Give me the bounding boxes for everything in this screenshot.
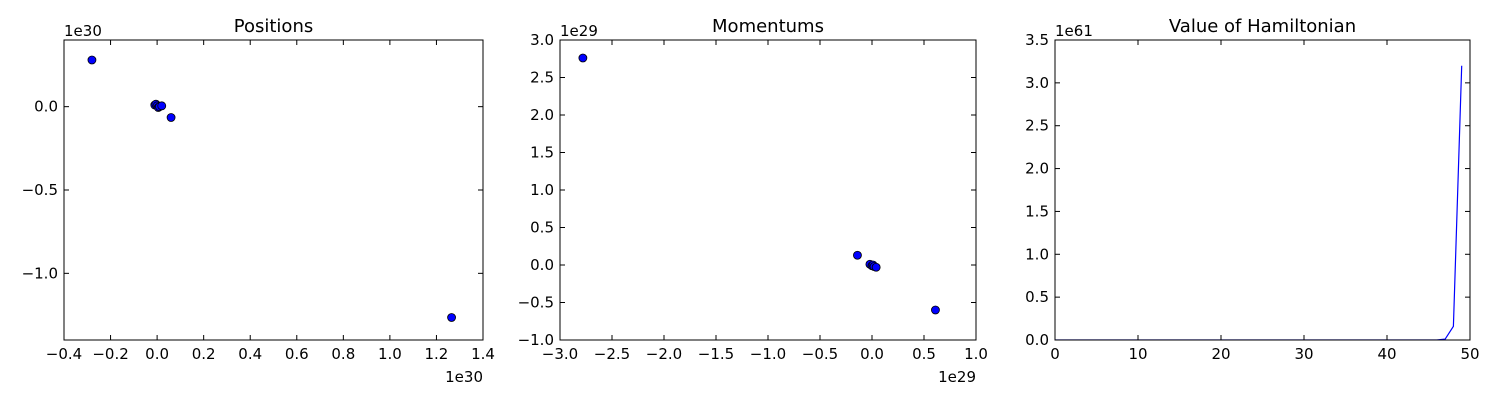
data-point-2 (853, 250, 862, 260)
y-tick-label: 1.0 (1025, 245, 1049, 263)
axes-frame (559, 39, 977, 341)
x-tick-label: 30 (1294, 345, 1313, 363)
y-tick-label: 3.0 (1025, 74, 1049, 92)
x-tick-label: 1.0 (378, 345, 402, 363)
y-tick-label: −1.0 (518, 331, 554, 349)
x-tick-label: 0 (1050, 345, 1060, 363)
chart-title: Momentums (712, 16, 824, 37)
x-tick-label: −0.2 (92, 345, 128, 363)
data-point-8 (931, 305, 940, 315)
series-line (1055, 65, 1463, 340)
x-axis-multiplier: 1e30 (445, 368, 483, 386)
x-tick-label: −1.5 (698, 345, 734, 363)
y-tick-label: 3.0 (530, 31, 554, 49)
y-tick-label: −0.5 (518, 294, 554, 312)
y-tick-label: 2.0 (1025, 160, 1049, 178)
y-tick-label: 0.5 (1025, 288, 1049, 306)
x-tick-label: −0.5 (802, 345, 838, 363)
y-tick-label: 0.0 (34, 98, 58, 116)
x-tick-label: 0.6 (285, 345, 309, 363)
y-axis-multiplier: 1e61 (1055, 22, 1093, 40)
x-tick-label: 1.0 (964, 345, 988, 363)
chart-3: 0 10 20 30 40 50 0.0 0.5 1.0 1.5 2.0 2.5 3.0 3.5 Value… (1025, 16, 1479, 363)
y-tick-label: 3.5 (1025, 31, 1049, 49)
data-point-8 (166, 113, 176, 122)
y-axis-multiplier: 1e30 (64, 22, 102, 40)
plot-area (578, 53, 940, 315)
data-point-1 (578, 53, 588, 63)
x-tick-label: −2.0 (646, 345, 682, 363)
axes-frame (1054, 39, 1471, 341)
y-tick-label: −1.0 (22, 264, 58, 282)
x-tick-label: 1.4 (471, 345, 495, 363)
y-tick-label: 0.0 (1025, 331, 1049, 349)
x-tick-label: −2.5 (594, 345, 630, 363)
y-tick-label: 2.5 (1025, 117, 1049, 135)
y-tick-label: 1.5 (530, 144, 554, 162)
x-tick-label: 10 (1128, 345, 1147, 363)
x-tick-label: −1.0 (750, 345, 786, 363)
data-point-7 (157, 101, 167, 111)
chart-2: −3.0 −2.5 −2.0 −1.5 −1.0 −0.5 0.0 0.5 1.0 −1.0 −0.… (518, 16, 988, 386)
x-tick-label: 0.5 (912, 345, 936, 363)
chart-1: −0.4 −0.2 0.0 0.2 0.4 0.6 0.8 1.0 1.2 1.4 −1.0 −0.5… (22, 16, 495, 386)
x-tick-label: −3.0 (542, 345, 578, 363)
y-tick-label: 2.0 (530, 106, 554, 124)
y-axis-multiplier: 1e29 (560, 22, 598, 40)
x-tick-label: −0.4 (46, 345, 82, 363)
plot-area (1055, 65, 1463, 340)
data-point-9 (447, 313, 456, 322)
x-tick-label: 1.2 (425, 345, 449, 363)
x-tick-label: 20 (1211, 345, 1230, 363)
x-tick-label: 0.4 (238, 345, 262, 363)
y-tick-label: −0.5 (22, 181, 58, 199)
x-tick-label: 0.0 (860, 345, 884, 363)
y-tick-label: 1.5 (1025, 202, 1049, 220)
y-tick-label: 2.5 (530, 69, 554, 87)
y-tick-label: 1.0 (530, 181, 554, 199)
x-tick-label: 0.8 (331, 345, 355, 363)
data-point-7 (871, 262, 881, 272)
x-tick-label: 0.0 (145, 345, 169, 363)
x-tick-label: 40 (1377, 345, 1396, 363)
x-tick-label: 0.2 (192, 345, 216, 363)
y-tick-label: 0.5 (530, 219, 554, 237)
chart-title: Positions (234, 16, 313, 37)
x-tick-label: 50 (1460, 345, 1479, 363)
data-point-1 (87, 55, 97, 65)
plot-area (87, 55, 456, 322)
chart-title: Value of Hamiltonian (1169, 16, 1356, 37)
y-tick-label: 0.0 (530, 256, 554, 274)
axes-frame (63, 39, 484, 341)
x-axis-multiplier: 1e29 (938, 368, 976, 386)
